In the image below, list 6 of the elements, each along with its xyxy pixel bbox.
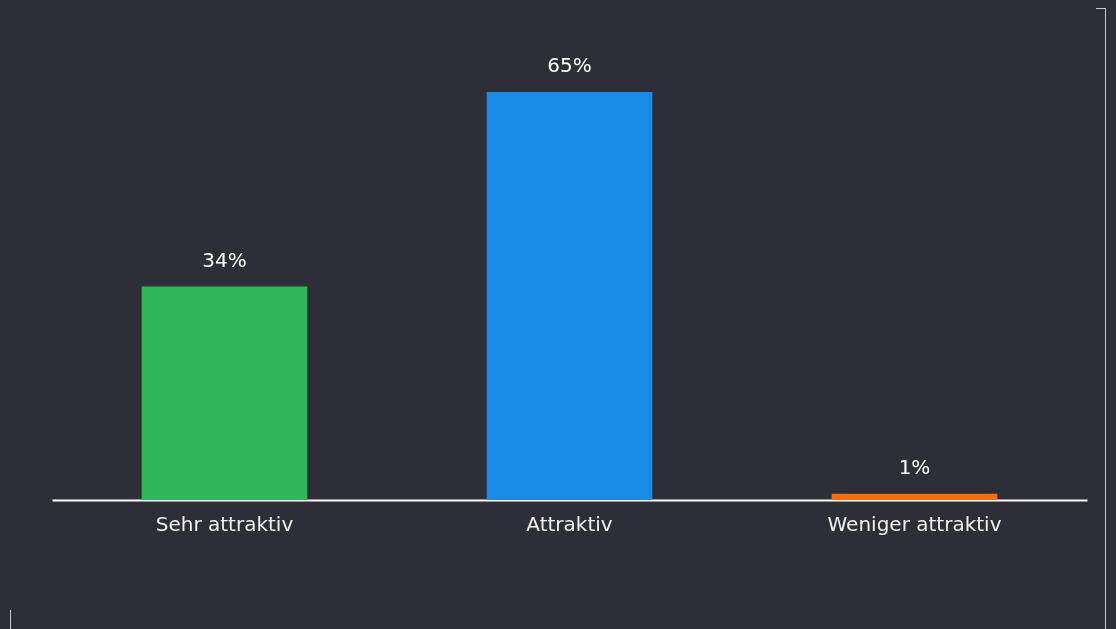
data-label: 34% xyxy=(202,247,247,272)
x-tick-label: Sehr attraktiv xyxy=(155,511,294,536)
data-label: 65% xyxy=(547,53,592,77)
data-label: 1% xyxy=(898,454,931,479)
x-tick-label: Attraktiv xyxy=(526,511,613,536)
x-tick-label: Weniger attraktiv xyxy=(827,511,1002,536)
